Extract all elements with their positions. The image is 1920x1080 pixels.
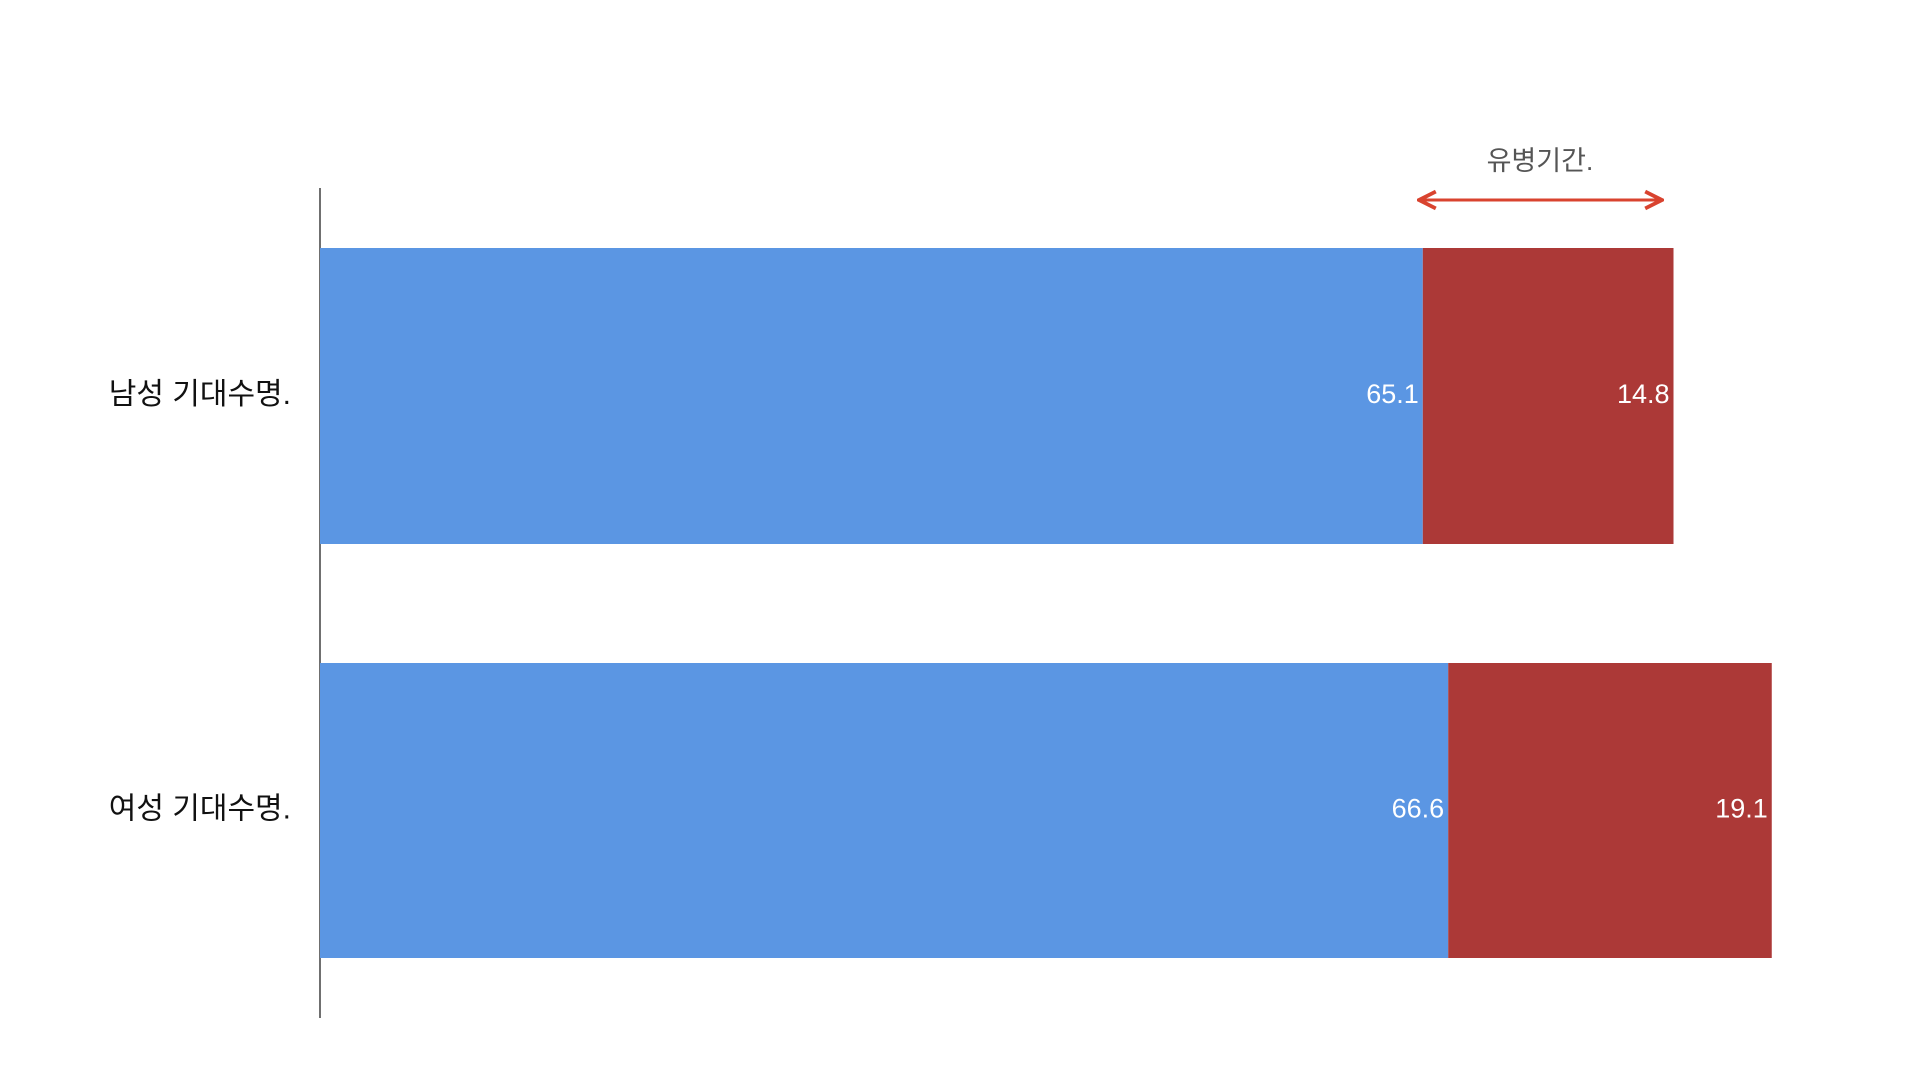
value-label: 14.8 xyxy=(1617,379,1670,409)
value-label: 66.6 xyxy=(1392,794,1445,824)
annotation: 유병기간. xyxy=(1487,146,1594,176)
bar-segment xyxy=(1448,663,1772,958)
bar-segment xyxy=(320,663,1449,958)
category-label: 여성 기대수명. xyxy=(109,792,291,825)
bar-segment xyxy=(320,248,1423,544)
bar-segment xyxy=(1422,248,1674,544)
value-label: 65.1 xyxy=(1366,379,1419,409)
category-label: 남성 기대수명. xyxy=(109,378,291,411)
value-label: 19.1 xyxy=(1715,794,1768,824)
